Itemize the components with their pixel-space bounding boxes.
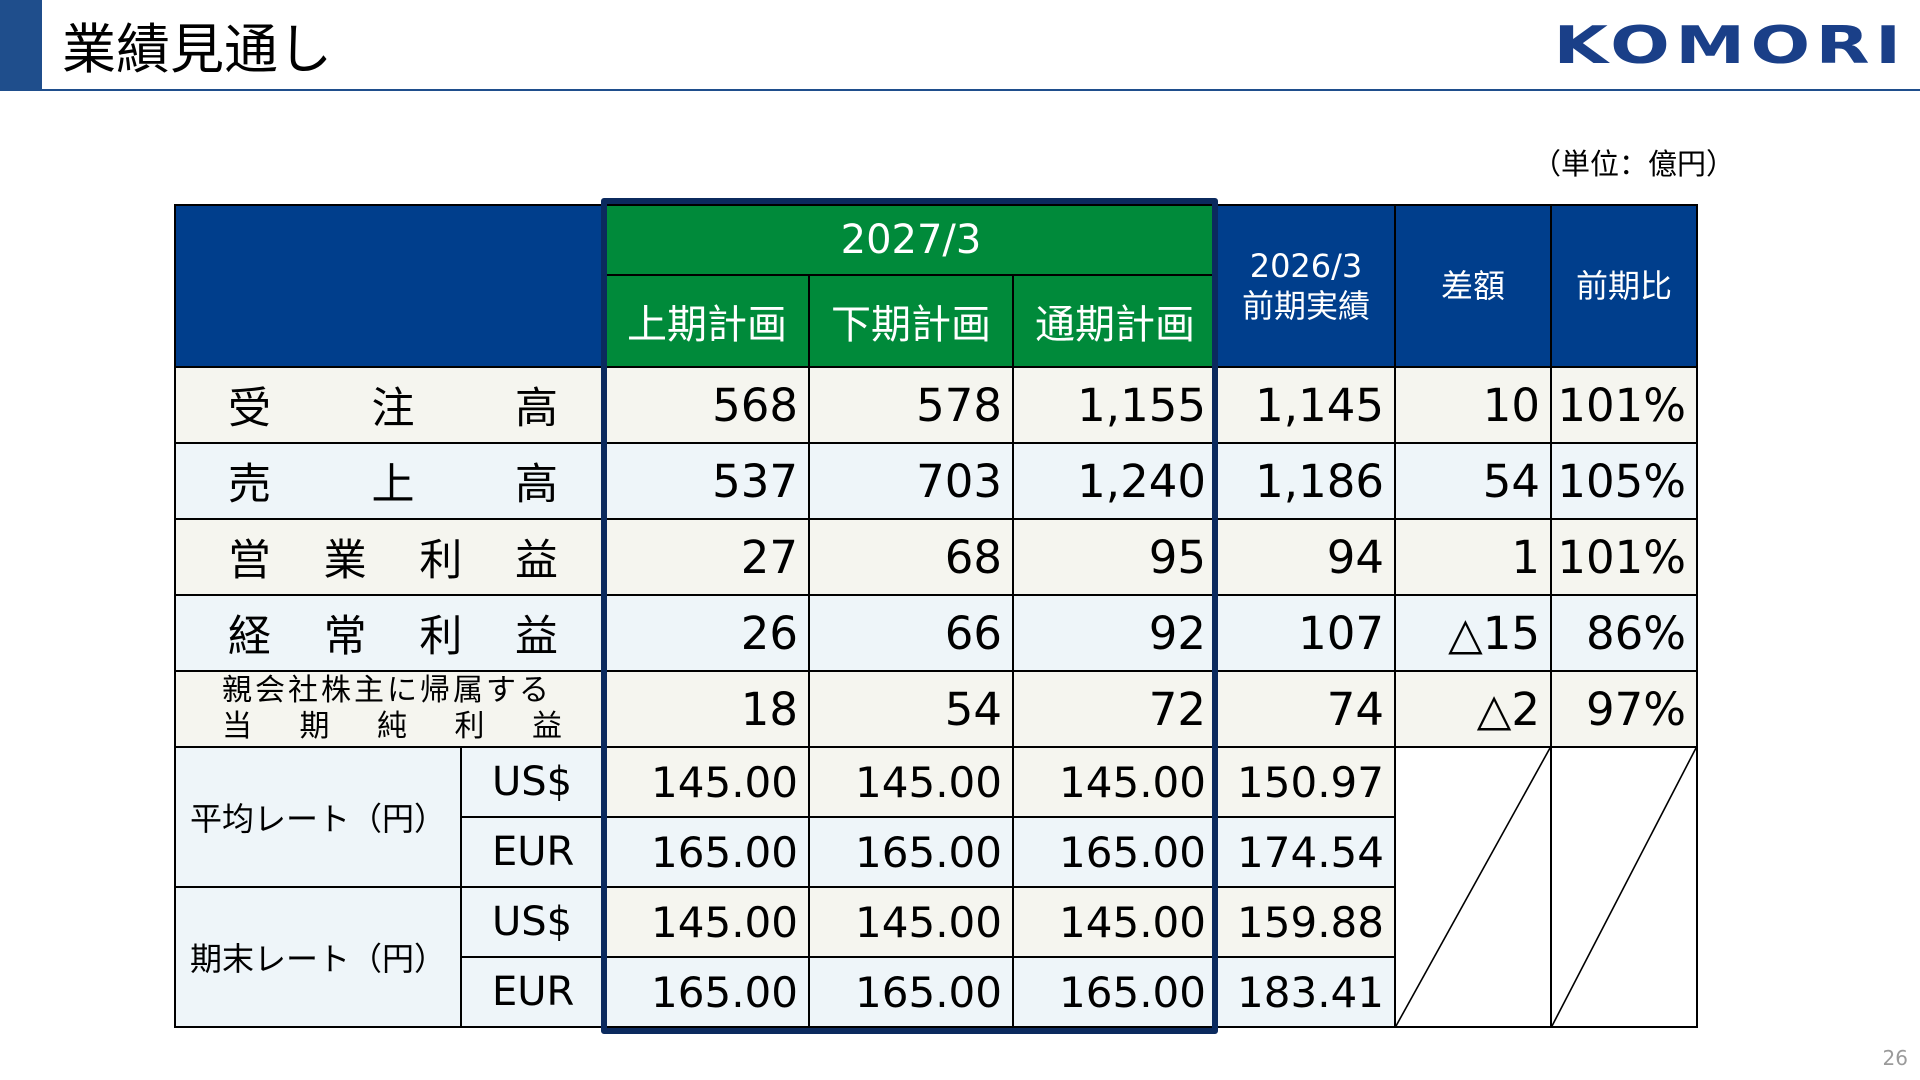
cell-prev: 74 <box>1216 670 1396 748</box>
currency-label: US$ <box>460 746 606 818</box>
table-row-ordinary-income: 経 常 利 益 26 66 92 107 △15 86% <box>174 594 1698 672</box>
diagonal-slash <box>1552 748 1696 1026</box>
cell-h2: 165.00 <box>808 956 1014 1028</box>
cell-prev: 94 <box>1216 518 1396 596</box>
forecast-table: 2027/3 2026/3 前期実績 差額 前期比 上期計画 下期計画 通期計画… <box>174 204 1698 1028</box>
cell-prev: 159.88 <box>1216 886 1396 958</box>
avg-rate-label: 平均レート（円） <box>174 746 462 888</box>
cell-h1: 18 <box>604 670 810 748</box>
cell-h2: 54 <box>808 670 1014 748</box>
table-row-sales: 売 上 高 537 703 1,240 1,186 54 105% <box>174 442 1698 520</box>
currency-label: US$ <box>460 886 606 958</box>
cell-diff: 10 <box>1394 366 1552 444</box>
cell-ratio: 101% <box>1550 366 1698 444</box>
cell-diff: △15 <box>1394 594 1552 672</box>
cell-diff: 54 <box>1394 442 1552 520</box>
cell-prev: 1,145 <box>1216 366 1396 444</box>
row-label: 親会社株主に帰属する 当 期 純 利 益 <box>174 670 606 748</box>
cell-h2: 578 <box>808 366 1014 444</box>
cell-diff: △2 <box>1394 670 1552 748</box>
table-row-operating-income: 営 業 利 益 27 68 95 94 1 101% <box>174 518 1698 596</box>
cell-prev: 174.54 <box>1216 816 1396 888</box>
cell-full: 95 <box>1012 518 1218 596</box>
row-label: 営 業 利 益 <box>174 518 606 596</box>
header-diff: 差額 <box>1394 204 1552 368</box>
cell-h1: 27 <box>604 518 810 596</box>
header-h1-plan: 上期計画 <box>604 274 810 368</box>
header-prev-year: 2026/3 <box>1249 247 1363 285</box>
cell-h1: 537 <box>604 442 810 520</box>
komori-logo: KOMORI <box>1553 16 1907 76</box>
title-accent-bar <box>0 0 42 91</box>
cell-h1: 165.00 <box>604 816 810 888</box>
cell-prev: 183.41 <box>1216 956 1396 1028</box>
cell-h2: 145.00 <box>808 746 1014 818</box>
cell-prev: 1,186 <box>1216 442 1396 520</box>
cell-full: 92 <box>1012 594 1218 672</box>
header-prev-label: 前期実績 <box>1241 287 1370 325</box>
cell-prev: 150.97 <box>1216 746 1396 818</box>
cell-h2: 145.00 <box>808 886 1014 958</box>
cell-ratio: 105% <box>1550 442 1698 520</box>
cell-full: 145.00 <box>1012 886 1218 958</box>
table-row-orders: 受 注 高 568 578 1,155 1,145 10 101% <box>174 366 1698 444</box>
title-underline <box>42 89 1920 91</box>
cell-diff: 1 <box>1394 518 1552 596</box>
table-row-avg-usd: 平均レート（円） US$ 145.00 145.00 145.00 150.97 <box>174 746 1698 1028</box>
currency-label: EUR <box>460 956 606 1028</box>
cell-ratio: 86% <box>1550 594 1698 672</box>
cell-full: 72 <box>1012 670 1218 748</box>
cell-ratio: 101% <box>1550 518 1698 596</box>
cell-full: 1,155 <box>1012 366 1218 444</box>
header-ratio: 前期比 <box>1550 204 1698 368</box>
table-row-end-usd: 期末レート（円） US$ 145.00 145.00 145.00 159.88 <box>174 886 1697 1028</box>
header-full-plan: 通期計画 <box>1012 274 1218 368</box>
page-number: 26 <box>1882 1046 1908 1070</box>
page-title: 業績見通し <box>62 18 332 81</box>
cell-h2: 68 <box>808 518 1014 596</box>
cell-full: 165.00 <box>1012 816 1218 888</box>
cell-ratio: 97% <box>1550 670 1698 748</box>
ratio-na-cell <box>1550 746 1698 1028</box>
row-label: 受 注 高 <box>174 366 606 444</box>
header-period-2027: 2027/3 <box>604 204 1218 276</box>
header-h2-plan: 下期計画 <box>808 274 1014 368</box>
diff-na-cell <box>1394 746 1552 1028</box>
cell-h1: 568 <box>604 366 810 444</box>
header-corner <box>174 204 606 368</box>
cell-h2: 66 <box>808 594 1014 672</box>
cell-h2: 703 <box>808 442 1014 520</box>
cell-h1: 145.00 <box>604 746 810 818</box>
cell-full: 165.00 <box>1012 956 1218 1028</box>
cell-full: 1,240 <box>1012 442 1218 520</box>
cell-h2: 165.00 <box>808 816 1014 888</box>
unit-note: （単位：億円） <box>1532 147 1736 181</box>
cell-full: 145.00 <box>1012 746 1218 818</box>
cell-h1: 26 <box>604 594 810 672</box>
cell-h1: 145.00 <box>604 886 810 958</box>
cell-prev: 107 <box>1216 594 1396 672</box>
table-row-net-income: 親会社株主に帰属する 当 期 純 利 益 18 54 72 74 △2 97% <box>174 670 1698 748</box>
end-rate-label: 期末レート（円） <box>174 886 462 1028</box>
cell-h1: 165.00 <box>604 956 810 1028</box>
currency-label: EUR <box>460 816 606 888</box>
header-prev-actual: 2026/3 前期実績 <box>1216 204 1396 368</box>
row-label: 売 上 高 <box>174 442 606 520</box>
diagonal-slash <box>1396 748 1550 1026</box>
row-label: 経 常 利 益 <box>174 594 606 672</box>
